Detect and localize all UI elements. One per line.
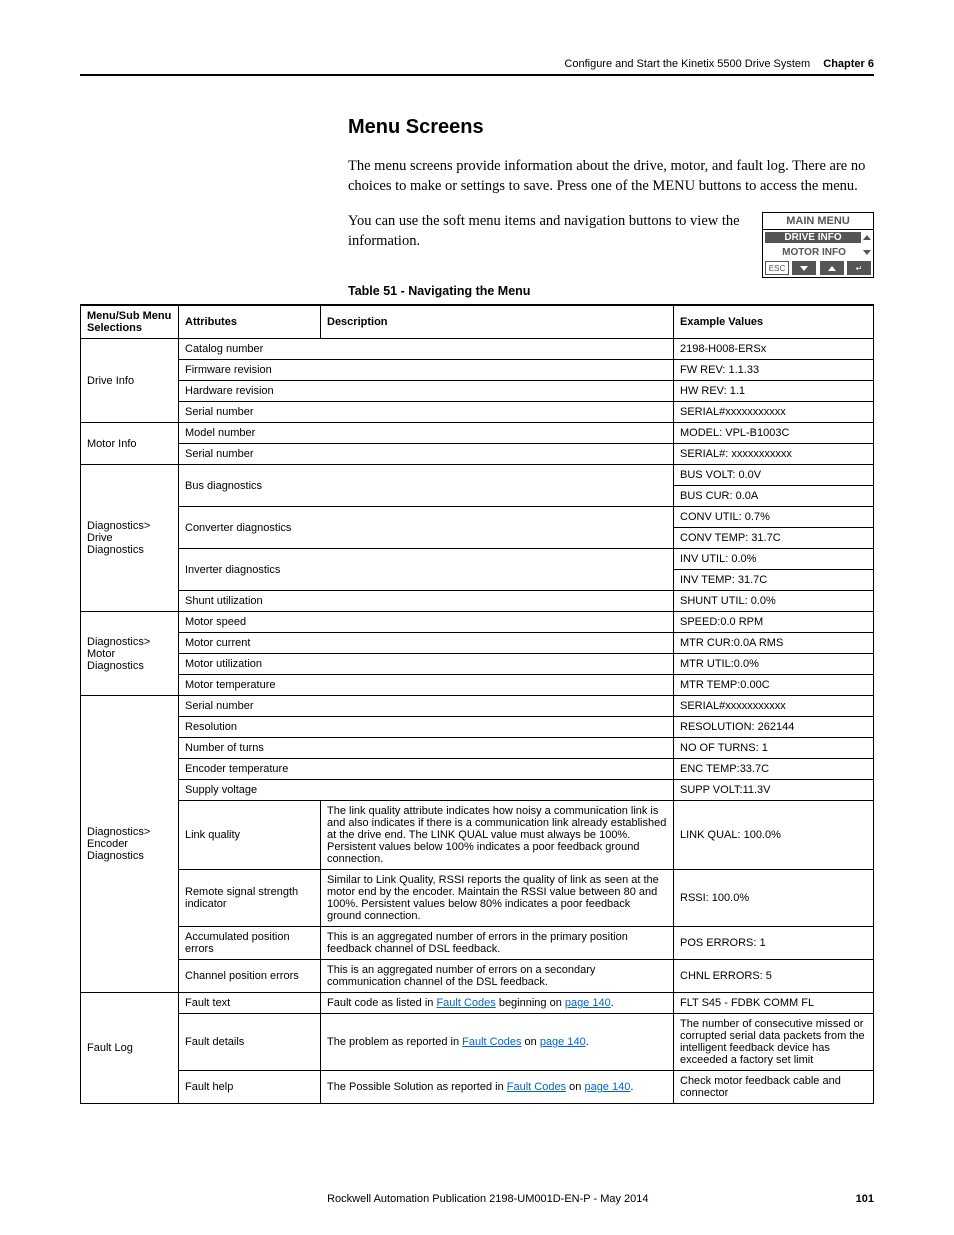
menu-cell: Diagnostics> Drive Diagnostics: [81, 465, 179, 612]
val-cell: Check motor feedback cable and connector: [674, 1071, 874, 1104]
val-cell: MODEL: VPL-B1003C: [674, 423, 874, 444]
attr-cell: Hardware revision: [179, 381, 674, 402]
lcd-enter-button: ↵: [847, 261, 871, 275]
attr-cell: Converter diagnostics: [179, 507, 674, 549]
lcd-down-button: [792, 261, 816, 275]
lcd-title: MAIN MENU: [763, 213, 873, 230]
attr-cell: Motor speed: [179, 612, 674, 633]
desc-cell: Similar to Link Quality, RSSI reports th…: [321, 870, 674, 927]
attr-cell: Encoder temperature: [179, 759, 674, 780]
desc-cell: The link quality attribute indicates how…: [321, 801, 674, 870]
th-val: Example Values: [674, 305, 874, 339]
header-title: Configure and Start the Kinetix 5500 Dri…: [564, 58, 810, 70]
attr-cell: Channel position errors: [179, 960, 321, 993]
lcd-up-button: [820, 261, 844, 275]
th-attr: Attributes: [179, 305, 321, 339]
val-cell: SERIAL#xxxxxxxxxxx: [674, 696, 874, 717]
val-cell: SPEED:0.0 RPM: [674, 612, 874, 633]
attr-cell: Serial number: [179, 402, 674, 423]
val-cell: ENC TEMP:33.7C: [674, 759, 874, 780]
attr-cell: Catalog number: [179, 339, 674, 360]
val-cell: SHUNT UTIL: 0.0%: [674, 591, 874, 612]
attr-cell: Serial number: [179, 696, 674, 717]
attr-cell: Link quality: [179, 801, 321, 870]
attr-cell: Supply voltage: [179, 780, 674, 801]
val-cell: SERIAL#: xxxxxxxxxxx: [674, 444, 874, 465]
table-caption: Table 51 - Navigating the Menu: [348, 284, 874, 298]
lcd-down-icon: [863, 250, 871, 255]
th-desc: Description: [321, 305, 674, 339]
lcd-esc-button: ESC: [765, 261, 789, 275]
val-cell: SERIAL#xxxxxxxxxxx: [674, 402, 874, 423]
val-cell: RESOLUTION: 262144: [674, 717, 874, 738]
attr-cell: Fault details: [179, 1014, 321, 1071]
section-title: Menu Screens: [348, 116, 874, 139]
val-cell: CHNL ERRORS: 5: [674, 960, 874, 993]
val-cell: CONV TEMP: 31.7C: [674, 528, 874, 549]
header-chapter: Chapter 6: [823, 58, 874, 70]
fault-codes-link[interactable]: Fault Codes: [462, 1036, 521, 1048]
fault-codes-link[interactable]: Fault Codes: [436, 997, 495, 1009]
lcd-row-2: MOTOR INFO: [765, 247, 863, 258]
val-cell: HW REV: 1.1: [674, 381, 874, 402]
attr-cell: Serial number: [179, 444, 674, 465]
val-cell: MTR UTIL:0.0%: [674, 654, 874, 675]
fault-codes-link[interactable]: Fault Codes: [507, 1081, 566, 1093]
attr-cell: Number of turns: [179, 738, 674, 759]
menu-cell: Motor Info: [81, 423, 179, 465]
val-cell: INV TEMP: 31.7C: [674, 570, 874, 591]
page-link[interactable]: page 140: [584, 1081, 630, 1093]
menu-cell: Fault Log: [81, 993, 179, 1104]
attr-cell: Shunt utilization: [179, 591, 674, 612]
desc-cell: The problem as reported in Fault Codes o…: [321, 1014, 674, 1071]
th-menu: Menu/Sub Menu Selections: [81, 305, 179, 339]
section-para-2: You can use the soft menu items and navi…: [348, 212, 742, 251]
menu-cell: Diagnostics> Motor Diagnostics: [81, 612, 179, 696]
val-cell: SUPP VOLT:11.3V: [674, 780, 874, 801]
page-link[interactable]: page 140: [565, 997, 611, 1009]
desc-cell: The Possible Solution as reported in Fau…: [321, 1071, 674, 1104]
attr-cell: Motor current: [179, 633, 674, 654]
val-cell: BUS VOLT: 0.0V: [674, 465, 874, 486]
page-footer: Rockwell Automation Publication 2198-UM0…: [80, 1193, 874, 1205]
val-cell: INV UTIL: 0.0%: [674, 549, 874, 570]
val-cell: MTR TEMP:0.00C: [674, 675, 874, 696]
attr-cell: Resolution: [179, 717, 674, 738]
val-cell: RSSI: 100.0%: [674, 870, 874, 927]
val-cell: MTR CUR:0.0A RMS: [674, 633, 874, 654]
menu-cell: Diagnostics> Encoder Diagnostics: [81, 696, 179, 993]
attr-cell: Fault help: [179, 1071, 321, 1104]
nav-table: Menu/Sub Menu Selections Attributes Desc…: [80, 304, 874, 1104]
val-cell: POS ERRORS: 1: [674, 927, 874, 960]
desc-cell: This is an aggregated number of errors o…: [321, 960, 674, 993]
val-cell: BUS CUR: 0.0A: [674, 486, 874, 507]
val-cell: CONV UTIL: 0.7%: [674, 507, 874, 528]
val-cell: 2198-H008-ERSx: [674, 339, 874, 360]
val-cell: FLT S45 - FDBK COMM FL: [674, 993, 874, 1014]
lcd-up-icon: [863, 235, 871, 240]
menu-cell: Drive Info: [81, 339, 179, 423]
val-cell: FW REV: 1.1.33: [674, 360, 874, 381]
attr-cell: Inverter diagnostics: [179, 549, 674, 591]
desc-cell: This is an aggregated number of errors i…: [321, 927, 674, 960]
page-header: Configure and Start the Kinetix 5500 Dri…: [80, 58, 874, 76]
lcd-preview: MAIN MENU DRIVE INFO MOTOR INFO ESC ↵: [762, 212, 874, 278]
attr-cell: Accumulated position errors: [179, 927, 321, 960]
attr-cell: Bus diagnostics: [179, 465, 674, 507]
attr-cell: Remote signal strength indicator: [179, 870, 321, 927]
val-cell: LINK QUAL: 100.0%: [674, 801, 874, 870]
attr-cell: Motor temperature: [179, 675, 674, 696]
val-cell: The number of consecutive missed or corr…: [674, 1014, 874, 1071]
attr-cell: Motor utilization: [179, 654, 674, 675]
section-para-1: The menu screens provide information abo…: [348, 157, 874, 196]
page-link[interactable]: page 140: [540, 1036, 586, 1048]
desc-cell: Fault code as listed in Fault Codes begi…: [321, 993, 674, 1014]
footer-page-number: 101: [856, 1193, 874, 1205]
footer-publication: Rockwell Automation Publication 2198-UM0…: [120, 1193, 856, 1205]
attr-cell: Model number: [179, 423, 674, 444]
attr-cell: Firmware revision: [179, 360, 674, 381]
val-cell: NO OF TURNS: 1: [674, 738, 874, 759]
attr-cell: Fault text: [179, 993, 321, 1014]
lcd-row-1: DRIVE INFO: [765, 232, 861, 243]
